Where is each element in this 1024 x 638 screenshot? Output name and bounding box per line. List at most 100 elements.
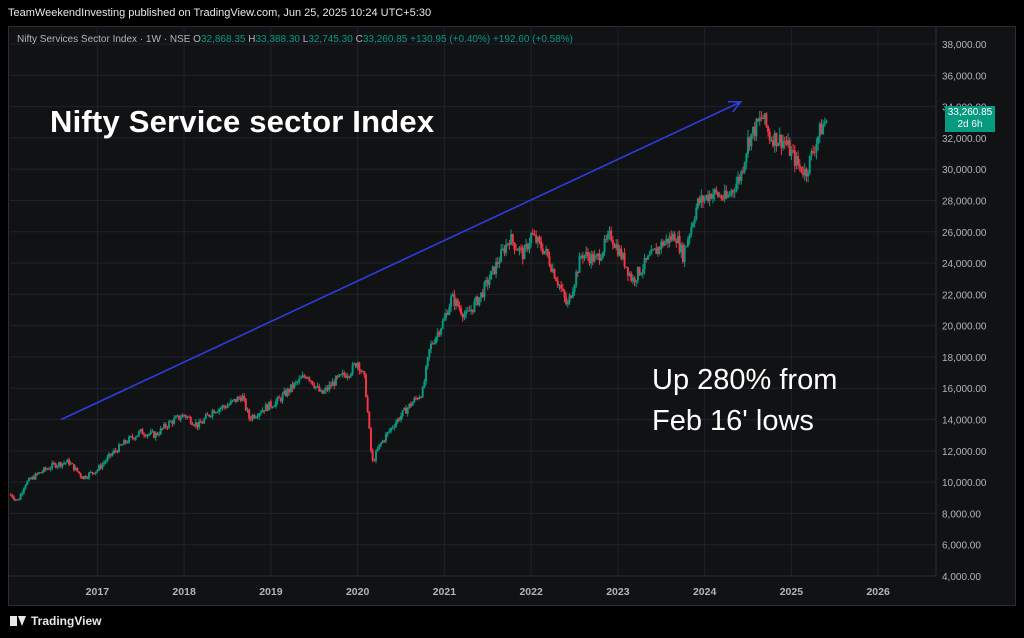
candle-body [368,411,371,429]
candle-body [256,416,259,418]
candle-body [296,381,299,383]
candle-body [450,296,453,308]
candle-body [410,403,413,406]
candle-body [293,382,296,389]
candle-body [723,190,726,200]
candle-body [633,277,636,283]
candle-body [323,390,326,394]
candle-body [49,468,52,470]
candle-body [234,398,237,402]
candle-body [306,377,309,379]
candle-body [815,143,818,153]
candle-body [566,302,569,305]
candle-body [96,469,99,472]
candle-body [51,462,54,469]
y-tick-label: 10,000.00 [942,478,987,489]
candle-body [398,418,401,421]
candle-body [94,471,97,474]
symbol-name[interactable]: Nifty Services Sector Index · 1W · NSE [17,34,191,45]
y-tick-label: 12,000.00 [942,447,987,458]
candle-body [401,410,404,416]
candle-body [505,244,508,254]
close-label: C [355,34,363,45]
candle-body [585,251,588,256]
candle-body [12,497,15,500]
candle-body [661,241,664,246]
candle-body [214,412,217,414]
candle-body [286,388,289,396]
candle-body [181,414,184,418]
candle-body [812,151,815,153]
candle-body [336,376,339,378]
candle-body [533,234,536,236]
candle-body [109,453,112,456]
candle-body [259,412,262,414]
candle-body [618,248,621,256]
candle-body [139,429,142,432]
candle-body [650,249,653,255]
candle-body [249,418,252,420]
candle-body [528,242,531,250]
candle-body [641,269,644,274]
candle-body [79,473,82,477]
candle-body [29,478,32,480]
candle-body [703,198,706,202]
candle-body [351,364,354,374]
candle-body [328,384,331,390]
candle-body [615,244,618,248]
candle-body [36,473,39,475]
candle-body [301,375,304,378]
candle-body [620,248,623,259]
candle-body [294,381,297,383]
candle-body [750,133,753,147]
candle-body [54,463,57,468]
candle-body [298,378,301,382]
candle-body [331,381,334,387]
candle-body [208,414,211,417]
candle-body [448,307,451,315]
candle-body [211,410,214,417]
price-chart[interactable]: 4,000.00 6,000.00 8,000.00 10,000.00 12,000.… [8,26,1016,606]
candle-body [173,418,176,424]
candle-body [518,247,521,251]
candle-body [231,400,234,402]
candle-body [396,418,399,423]
tradingview-logo[interactable]: TradingView [10,614,101,628]
candle-body [184,415,187,418]
candle-body [84,476,87,479]
candle-body [226,405,229,408]
candle-body [802,172,805,176]
candle-body [495,261,498,274]
candle-body [56,465,59,468]
candle-body [681,244,684,262]
candle-body [176,415,179,417]
y-tick-label: 4,000.00 [942,572,981,583]
candle-body [543,251,546,254]
candle-body [326,387,329,390]
candle-body [780,134,783,149]
candle-body [16,499,19,501]
candle-body [158,434,161,436]
candle-body [174,416,177,419]
candle-body [124,440,127,443]
candle-body [129,436,132,438]
candle-body [354,363,357,368]
candle-body [646,255,649,260]
candle-body [798,164,801,167]
candle-body [430,343,433,350]
candle-body [596,253,599,256]
candle-body [711,194,714,199]
candle-body [61,463,64,467]
candle-body [531,233,534,235]
candle-body [598,253,601,261]
candle-body [762,118,765,120]
candle-body [688,234,691,240]
candle-body [775,132,778,147]
candle-body [770,140,773,142]
tradingview-icon [10,616,26,626]
candle-body [690,226,693,235]
close-value: 33,260.85 [362,34,408,45]
candle-body [329,384,332,387]
candle-body [700,195,703,203]
candle-body [790,150,793,156]
